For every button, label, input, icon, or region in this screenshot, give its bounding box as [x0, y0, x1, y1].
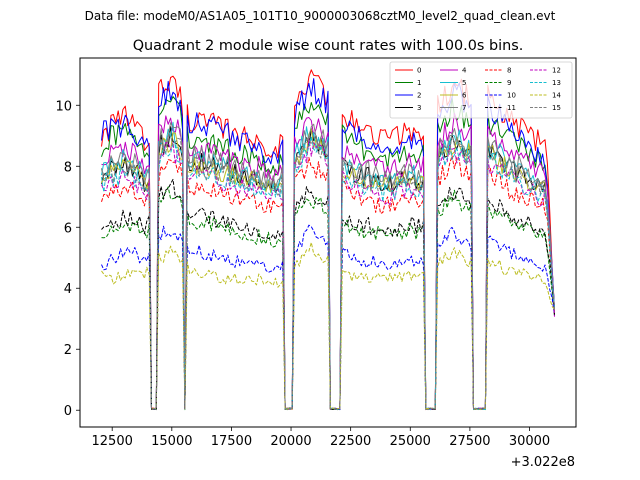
legend-label: 0 [417, 67, 421, 75]
x-tick-label: 30000 [509, 434, 550, 449]
legend-label: 8 [507, 67, 511, 75]
legend-label: 13 [552, 79, 561, 87]
y-tick-label: 2 [64, 343, 72, 358]
y-tick-label: 10 [55, 99, 72, 114]
x-tick-label: 12500 [92, 434, 133, 449]
legend-label: 1 [417, 79, 421, 87]
y-tick-label: 6 [64, 221, 72, 236]
legend-label: 6 [462, 92, 467, 100]
legend-label: 12 [552, 67, 561, 75]
axes-frame [79, 57, 577, 428]
series-line-14 [101, 242, 555, 411]
ticks-layer: 12500 15000 17500 20000 22500 25000 27500 30000… [55, 99, 550, 449]
y-tick-label: 0 [64, 404, 72, 419]
x-tick-label: 27500 [449, 434, 490, 449]
legend-label: 11 [507, 104, 516, 112]
figure-suptitle: Data file: modeM0/AS1A05_101T10_90000030… [85, 9, 556, 23]
legend-label: 5 [462, 79, 466, 87]
legend-label: 3 [417, 104, 421, 112]
x-tick-label: 20000 [270, 434, 311, 449]
legend-label: 10 [507, 92, 516, 100]
y-tick-label: 8 [64, 160, 72, 175]
legend-label: 4 [462, 67, 467, 75]
legend-label: 2 [417, 92, 421, 100]
legend-box [389, 61, 573, 119]
legend-label: 14 [552, 92, 561, 100]
x-tick-label: 15000 [151, 434, 192, 449]
y-tick-label: 4 [64, 282, 72, 297]
legend-label: 9 [507, 79, 511, 87]
x-tick-label: 22500 [330, 434, 371, 449]
legend-label: 7 [462, 104, 466, 112]
x-tick-label: 25000 [390, 434, 431, 449]
series-line-15 [101, 132, 555, 411]
chart-title: Quadrant 2 module wise count rates with … [133, 38, 524, 54]
x-tick-label: 17500 [211, 434, 252, 449]
series-layer [101, 69, 555, 411]
x-offset-label: +3.022e8 [511, 455, 575, 470]
legend-label: 15 [552, 104, 561, 112]
